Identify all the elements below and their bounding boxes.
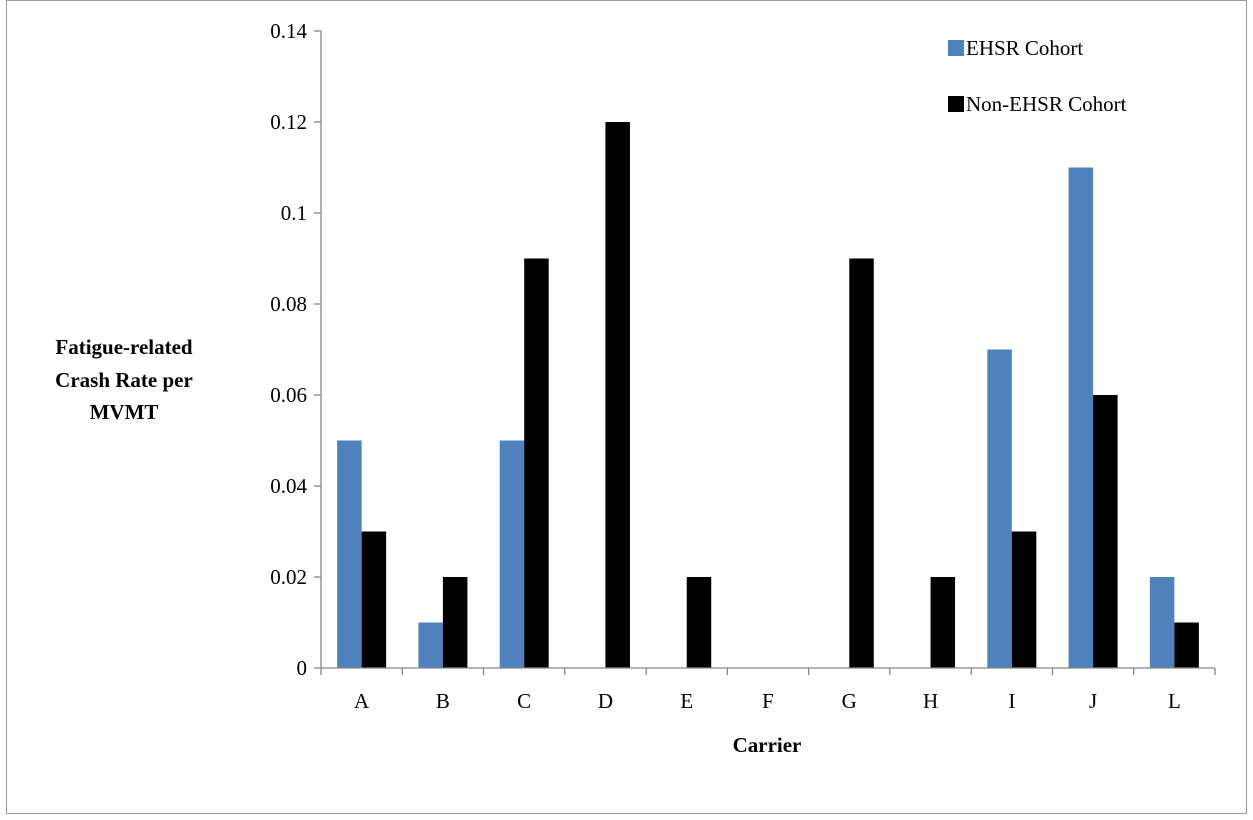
legend-label-ehsr: EHSR Cohort	[966, 36, 1083, 60]
bar-non-ehsr-H	[930, 577, 956, 668]
x-axis-title: Carrier	[733, 733, 802, 757]
x-tick-label-J: J	[1089, 689, 1097, 713]
x-tick-label-H: H	[923, 689, 938, 713]
x-tick-label-L: L	[1168, 689, 1181, 713]
bar-ehsr-B	[418, 622, 443, 668]
x-tick-label-E: E	[680, 689, 693, 713]
x-tick-label-C: C	[517, 689, 531, 713]
bar-non-ehsr-E	[686, 577, 712, 668]
y-tick-label: 0.04	[270, 474, 307, 498]
bars-group	[337, 122, 1199, 668]
legend-swatch-non-ehsr	[948, 96, 964, 112]
legend: EHSR Cohort Non-EHSR Cohort	[948, 36, 1127, 116]
y-axis-title: Fatigue-related Crash Rate per MVMT	[55, 335, 193, 424]
bar-ehsr-L	[1149, 577, 1175, 668]
x-tick-label-D: D	[598, 689, 613, 713]
x-tick-label-I: I	[1008, 689, 1015, 713]
bar-non-ehsr-D	[605, 122, 630, 668]
y-tick-label: 0.02	[270, 565, 307, 589]
y-tick-label: 0.12	[270, 110, 307, 134]
legend-swatch-ehsr	[948, 40, 964, 56]
x-tick-label-F: F	[762, 689, 774, 713]
bar-non-ehsr-L	[1174, 622, 1199, 668]
bar-non-ehsr-B	[442, 577, 468, 668]
legend-label-non-ehsr: Non-EHSR Cohort	[966, 92, 1127, 116]
bar-non-ehsr-I	[1011, 531, 1037, 668]
x-tick-label-G: G	[842, 689, 857, 713]
y-tick-label: 0.14	[270, 19, 307, 43]
y-axis-title-line-1: Fatigue-related	[55, 335, 193, 359]
bar-ehsr-A	[337, 440, 362, 668]
bar-non-ehsr-C	[524, 258, 549, 668]
x-tick-label-A: A	[354, 689, 370, 713]
bar-ehsr-C	[499, 440, 525, 668]
y-tick-label: 0.1	[281, 201, 307, 225]
bar-non-ehsr-A	[361, 531, 387, 668]
axes-group: 0 0.02 0.04 0.06 0.08 0.1 0.12 0.14 A B C D E F G H I J L	[270, 19, 1216, 713]
y-tick-label: 0.08	[270, 292, 307, 316]
bar-ehsr-I	[987, 349, 1012, 668]
bar-non-ehsr-J	[1093, 395, 1118, 668]
y-axis-title-line-2: Crash Rate per	[55, 368, 193, 392]
y-axis-title-line-3: MVMT	[90, 400, 159, 424]
x-tick-label-B: B	[436, 689, 450, 713]
y-tick-label: 0	[297, 656, 308, 680]
bar-non-ehsr-G	[849, 258, 874, 668]
bar-ehsr-J	[1068, 167, 1094, 668]
y-tick-label: 0.06	[270, 383, 307, 407]
